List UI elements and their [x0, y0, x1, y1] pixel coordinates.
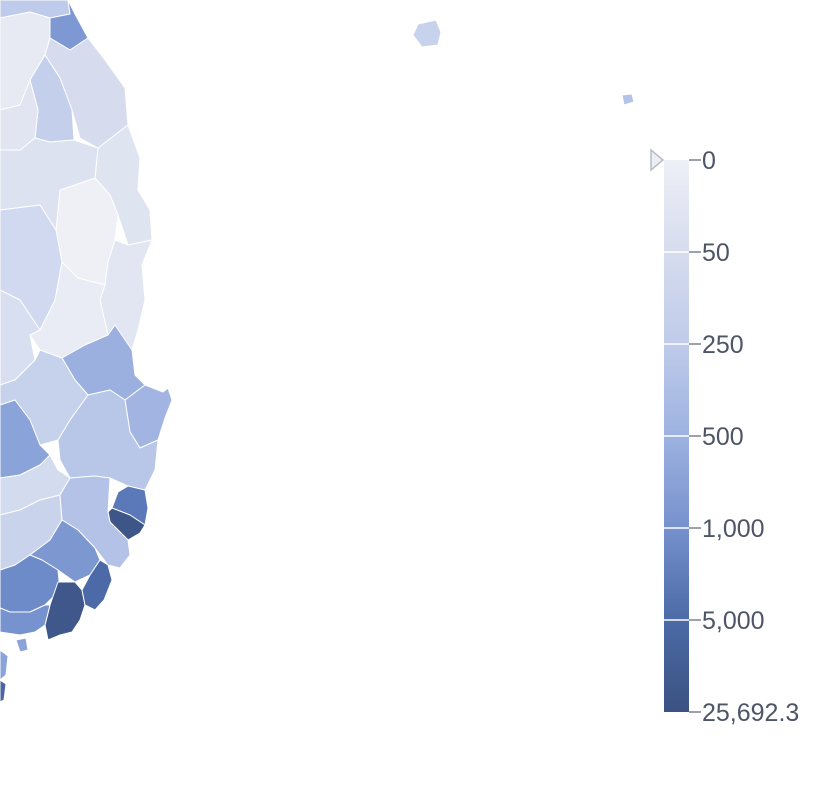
legend-tick-label: 250 [702, 331, 744, 359]
map-region[interactable] [0, 649, 9, 681]
legend-tick-label: 500 [702, 423, 744, 451]
legend-color-bar [664, 160, 689, 712]
legend-color-segment [664, 344, 689, 436]
map-legend: 0 50 250 500 1,000 5,000 25,692.3 [650, 147, 799, 727]
legend-indicator-arrow [650, 148, 665, 172]
legend-color-segment [664, 620, 689, 712]
legend-tick-label: 0 [702, 147, 716, 175]
map-region[interactable] [0, 679, 7, 703]
legend-color-segment [664, 528, 689, 620]
map-region[interactable] [0, 604, 51, 636]
map-region[interactable] [621, 93, 635, 106]
legend-color-segment [664, 160, 689, 252]
legend-color-segment [664, 436, 689, 528]
legend-tick-label: 25,692.3 [702, 699, 799, 727]
legend-tick-label: 50 [702, 239, 730, 267]
legend-color-segment [664, 252, 689, 344]
legend-ticks: 0 50 250 500 1,000 5,000 25,692.3 [689, 147, 799, 727]
map-region[interactable] [15, 637, 29, 653]
legend-tick-label: 5,000 [702, 607, 765, 635]
map-region[interactable] [0, 137, 99, 231]
map-region[interactable] [412, 19, 442, 48]
map-regions [0, 0, 635, 703]
legend-tick-label: 1,000 [702, 515, 765, 543]
legend-indicator-triangle [650, 148, 665, 172]
map-region[interactable] [81, 559, 113, 611]
